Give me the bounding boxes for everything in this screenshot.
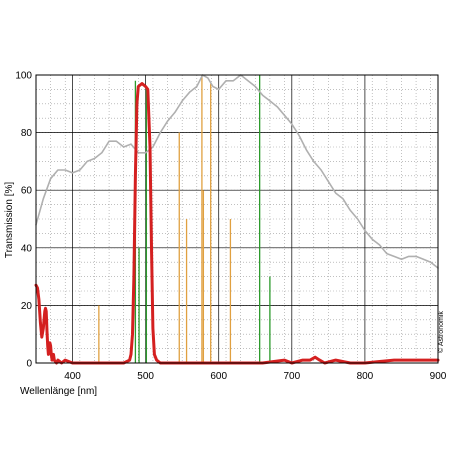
x-axis-label: Wellenlänge [nm] bbox=[20, 386, 97, 397]
watermark: © Astronomik bbox=[437, 311, 445, 353]
x-tick-label: 900 bbox=[430, 371, 447, 382]
x-tick-label: 500 bbox=[137, 371, 154, 382]
y-tick-label: 40 bbox=[21, 243, 33, 254]
y-axis-label: Transmission [%] bbox=[4, 182, 15, 259]
x-tick-label: 800 bbox=[357, 371, 374, 382]
y-tick-labels: 0 20 40 60 80 100 bbox=[15, 71, 32, 370]
sensor-response-curve bbox=[35, 74, 439, 269]
y-tick-label: 0 bbox=[26, 359, 32, 370]
x-tick-label: 400 bbox=[64, 371, 81, 382]
y-tick-label: 100 bbox=[15, 71, 32, 82]
y-tick-label: 80 bbox=[21, 128, 33, 139]
x-tick-label: 600 bbox=[210, 371, 227, 382]
filter-transmission-curve bbox=[34, 82, 440, 365]
x-tick-label: 700 bbox=[283, 371, 300, 382]
plot-frame bbox=[35, 74, 439, 364]
y-tick-label: 60 bbox=[21, 186, 33, 197]
x-tick-labels: 400 500 600 700 800 900 bbox=[64, 371, 447, 382]
series-group bbox=[34, 74, 440, 365]
y-tick-label: 20 bbox=[21, 301, 33, 312]
